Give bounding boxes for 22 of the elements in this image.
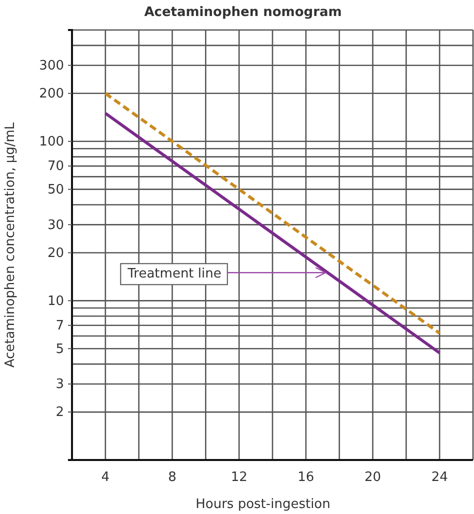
y-tick-label: 20 [47, 246, 64, 261]
y-tick-label: 200 [39, 86, 64, 102]
y-tick-label: 7 [56, 318, 64, 334]
x-tick-label: 24 [431, 470, 448, 486]
x-tick-label: 16 [298, 470, 314, 486]
x-tick-label: 4 [101, 470, 110, 486]
y-tick-label: 50 [47, 182, 64, 198]
x-axis-title: Hours post-ingestion [196, 497, 330, 512]
y-tick-label: 30 [47, 218, 64, 233]
y-tick-label: 10 [47, 294, 64, 309]
y-tick-label: 300 [39, 58, 64, 74]
y-tick-label: 5 [56, 342, 64, 357]
chart-title: Acetaminophen nomogram [144, 5, 342, 20]
x-tick-label: 8 [168, 470, 176, 486]
y-tick-label: 70 [47, 159, 64, 174]
annotation: Treatment line [126, 266, 222, 282]
x-tick-label: 12 [230, 470, 248, 486]
y-tick-label: 100 [39, 134, 64, 150]
y-axis-title: Acetaminophen concentration, µg/mL [3, 122, 18, 368]
y-tick-label: 2 [56, 405, 64, 420]
y-tick-label: 3 [56, 377, 64, 392]
x-tick-label: 20 [364, 470, 382, 486]
